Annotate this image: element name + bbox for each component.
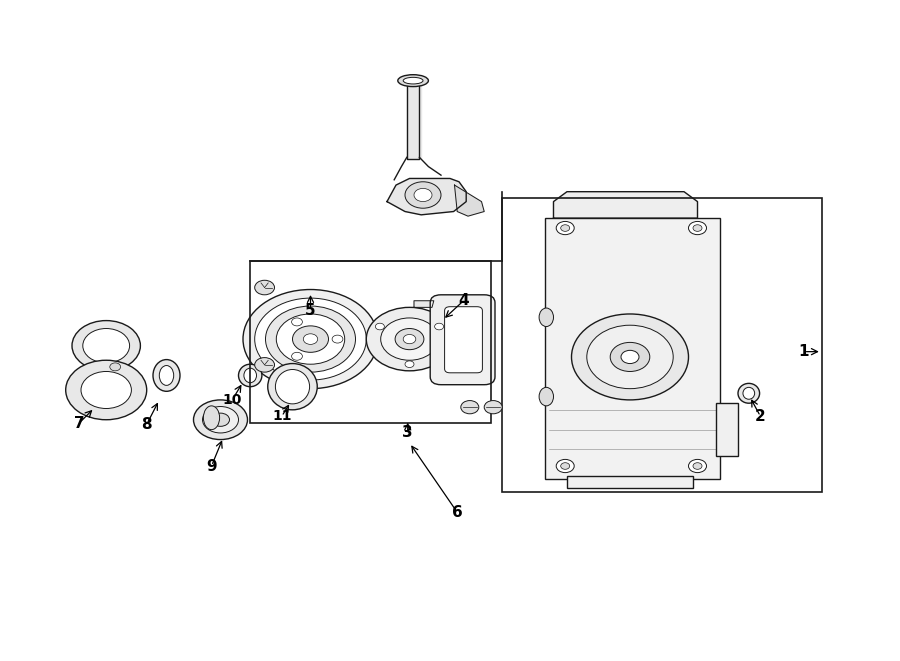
Circle shape — [484, 401, 502, 414]
Circle shape — [435, 323, 444, 330]
Ellipse shape — [539, 387, 554, 406]
Text: 2: 2 — [755, 409, 766, 424]
Circle shape — [366, 307, 453, 371]
Circle shape — [255, 358, 274, 372]
Ellipse shape — [268, 364, 317, 410]
Text: 8: 8 — [141, 417, 152, 432]
Circle shape — [255, 298, 366, 380]
Circle shape — [688, 459, 706, 473]
Circle shape — [72, 321, 140, 371]
Text: 1: 1 — [798, 344, 809, 359]
Circle shape — [202, 407, 238, 433]
Circle shape — [66, 360, 147, 420]
FancyBboxPatch shape — [430, 295, 495, 385]
Circle shape — [693, 463, 702, 469]
Circle shape — [292, 318, 302, 326]
Circle shape — [621, 350, 639, 364]
Circle shape — [110, 363, 121, 371]
Circle shape — [292, 326, 328, 352]
Circle shape — [332, 335, 343, 343]
Circle shape — [375, 323, 384, 330]
Circle shape — [403, 334, 416, 344]
Circle shape — [561, 463, 570, 469]
Circle shape — [212, 413, 230, 426]
Text: 7: 7 — [74, 416, 85, 430]
Text: 3: 3 — [402, 426, 413, 440]
Text: 5: 5 — [305, 303, 316, 318]
Ellipse shape — [539, 308, 554, 327]
Bar — [716, 403, 738, 456]
Circle shape — [405, 361, 414, 368]
Bar — [502, 198, 822, 492]
Circle shape — [266, 306, 356, 372]
Text: 4: 4 — [458, 293, 469, 308]
Polygon shape — [554, 192, 698, 218]
FancyBboxPatch shape — [445, 307, 482, 373]
Polygon shape — [454, 185, 484, 216]
Ellipse shape — [398, 75, 428, 87]
Circle shape — [83, 329, 130, 363]
Polygon shape — [387, 178, 466, 215]
Circle shape — [572, 314, 688, 400]
Ellipse shape — [159, 366, 174, 385]
Text: 10: 10 — [222, 393, 242, 407]
Circle shape — [414, 188, 432, 202]
Circle shape — [461, 401, 479, 414]
Circle shape — [243, 290, 378, 389]
Ellipse shape — [738, 383, 760, 403]
Circle shape — [303, 334, 318, 344]
Circle shape — [276, 314, 345, 364]
Bar — [544, 218, 720, 479]
Circle shape — [405, 182, 441, 208]
Circle shape — [255, 280, 274, 295]
Circle shape — [556, 459, 574, 473]
Text: 9: 9 — [206, 459, 217, 473]
Text: 11: 11 — [272, 409, 292, 424]
Circle shape — [292, 352, 302, 360]
Circle shape — [395, 329, 424, 350]
Text: 6: 6 — [452, 505, 463, 520]
Ellipse shape — [244, 368, 256, 383]
Circle shape — [693, 225, 702, 231]
Polygon shape — [407, 83, 421, 159]
Circle shape — [561, 225, 570, 231]
Circle shape — [81, 371, 131, 408]
Circle shape — [587, 325, 673, 389]
Bar — [250, 261, 491, 423]
Circle shape — [381, 318, 438, 360]
Polygon shape — [414, 301, 434, 307]
Circle shape — [610, 342, 650, 371]
Ellipse shape — [742, 387, 754, 399]
Ellipse shape — [238, 364, 262, 387]
Ellipse shape — [153, 360, 180, 391]
Circle shape — [194, 400, 248, 440]
Circle shape — [688, 221, 706, 235]
Ellipse shape — [403, 77, 423, 84]
Ellipse shape — [275, 369, 310, 404]
Circle shape — [556, 221, 574, 235]
Bar — [86, 344, 126, 390]
Bar — [567, 476, 693, 488]
Ellipse shape — [203, 406, 220, 430]
